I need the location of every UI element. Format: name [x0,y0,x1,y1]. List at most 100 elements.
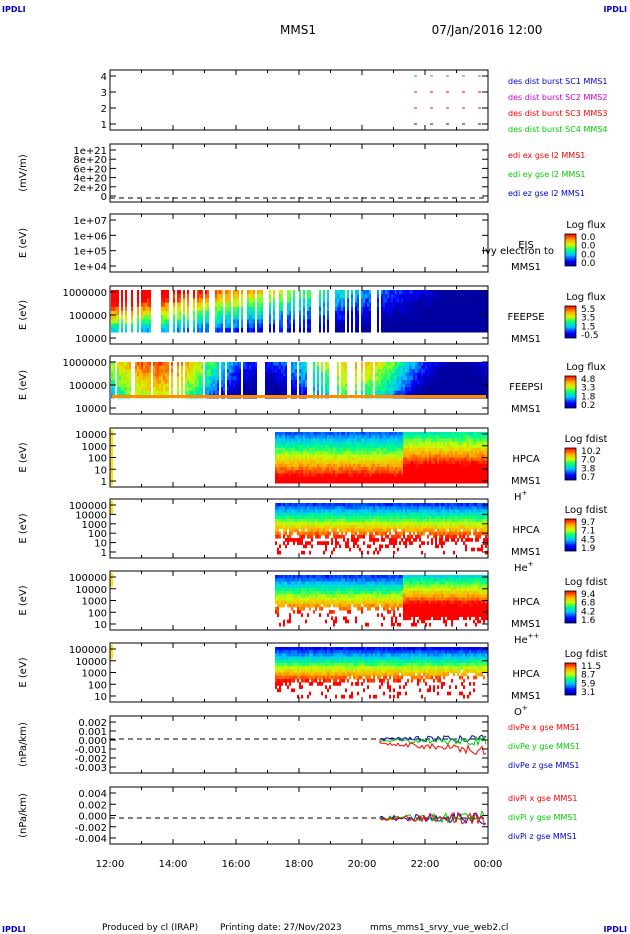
species-label: H+ [514,489,528,503]
colorbar-title: Log flux [566,292,606,303]
instrument-label: FEEPSE [507,312,544,323]
ytick-label: 1 [101,477,107,488]
corner-label-top-left: IPDLI [2,5,26,14]
ytick-label: -0.003 [75,763,107,774]
ytick-label: 1000 [82,597,107,608]
ytick-label: 4e+20 [73,174,107,185]
time-tick-label: 12:00 [96,859,125,870]
ytick-label: 1 [101,548,107,559]
colorbar-title: Log fdist [565,577,608,588]
colorbar-tick: 1.5 [581,322,595,332]
instrument-label: HPCA [512,597,540,608]
spacecraft-label: MMS1 [511,619,541,630]
ytick-label: -0.002 [75,823,107,834]
ytick-label: 100 [88,454,107,465]
ylabel: E (eV) [18,585,29,615]
legend-entry: edi ex gse l2 MMS1 [508,151,585,160]
legend-entry: divPe x gse MMS1 [508,723,580,732]
figure-datetime: 07/Jan/2016 12:00 [432,23,543,37]
panel-p1: 4 3 2 1 des dist burst SC1 MMS1 des dist burs… [101,69,607,134]
ytick-label: 1e+06 [73,231,107,242]
ytick-label: 100 [88,680,107,691]
footer-file: mms_mms1_srvy_vue_web2.cl [370,923,508,933]
time-axis: 12:00 14:00 16:00 18:00 20:00 22:00 00:00 [96,859,503,870]
charge-label: + [522,489,528,497]
colorbar-tick: -0.5 [581,331,599,341]
ytick-label: 0.002 [78,800,107,811]
time-tick-label: 20:00 [348,859,377,870]
ytick-label: 100000 [69,501,107,512]
spacecraft-label: MMS1 [511,262,541,273]
ylabel: E (eV) [18,442,29,472]
colorbar [564,375,577,409]
time-tick-label: 14:00 [159,859,188,870]
ytick-label: 100 [88,608,107,619]
colorbar-tick: 5.5 [581,305,595,315]
colorbar-tick: 1.8 [581,392,596,402]
colorbar-tick: 0.2 [581,401,595,411]
ytick-label: 10 [94,539,107,550]
colorbar-tick: 1.6 [581,616,596,626]
colorbar-tick: 0.0 [581,242,596,252]
spacecraft-label: MMS1 [511,691,541,702]
time-tick-label: 00:00 [474,859,503,870]
ytick-label: 10000 [75,510,107,521]
spacecraft-label: MMS1 [511,547,541,558]
colorbar-title: Log fdist [565,505,608,516]
colorbar [564,447,577,481]
ytick-label: 2 [101,104,107,115]
colorbar-tick: 7.0 [581,456,596,466]
ytick-label: 100000 [69,573,107,584]
ytick-label: 1e+05 [73,247,107,258]
panel-p5: 1000000 100000 10000 E (eV) FEEPSI MMS1 Log fl… [18,355,606,415]
colorbar-tick: 10.2 [581,447,601,457]
colorbar-tick: 11.5 [581,662,601,672]
ytick-label: 100000 [69,645,107,656]
ylabel: (mV/m) [18,154,29,192]
panel-frame [109,143,489,203]
instrument-label: EIS [518,240,534,251]
corner-label-bottom-left: IPDLI [2,925,26,934]
ytick-label: 0.002 [78,718,107,729]
colorbar-tick: 0.7 [581,473,595,483]
ylabel: E (eV) [18,370,29,400]
colorbar-title: Log flux [566,220,606,231]
ytick-label: 0.000 [78,812,107,823]
figure-title: MMS1 [280,23,316,37]
ytick-label: 10000 [75,334,107,345]
colorbar-tick: 4.5 [581,535,595,545]
legend-entry: divPe z gse MMS1 [508,761,579,770]
ytick-label: 10000 [75,430,107,441]
colorbar-title: Log fdist [565,434,608,445]
colorbar-tick: 8.7 [581,671,595,681]
footer-credit: Produced by cl (IRAP) [102,923,198,933]
colorbar-tick: 4.8 [581,375,596,385]
legend-entry: des dist burst SC3 MMS3 [508,109,607,118]
species-label: O+ [514,704,528,718]
colorbar-tick: 3.3 [581,384,595,394]
colorbar-tick: 0.0 [581,259,596,269]
ytick-label: 0.001 [78,727,107,738]
colorbar-title: Log fdist [565,649,608,660]
charge-label: ++ [528,632,540,640]
ytick-label: 10000 [75,657,107,668]
colorbar-tick: 9.7 [581,518,595,528]
ytick-label: 100000 [69,311,107,322]
legend-entry: divPi x gse MMS1 [508,794,577,803]
spacecraft-label: MMS1 [511,476,541,487]
time-tick-label: 18:00 [285,859,314,870]
colorbar-title: Log flux [566,362,606,373]
spacecraft-label: MMS1 [511,404,541,415]
ytick-label: 10 [94,465,107,476]
colorbar-tick: 0.0 [581,250,596,260]
charge-label: + [522,704,528,712]
legend-entry: divPi z gse MMS1 [508,832,577,841]
corner-label-top-right: IPDLI [603,5,627,14]
ytick-label: 1000 [82,520,107,531]
instrument-label: HPCA [512,669,540,680]
ytick-label: 2e+20 [73,183,107,194]
ytick-label: 10000 [75,585,107,596]
